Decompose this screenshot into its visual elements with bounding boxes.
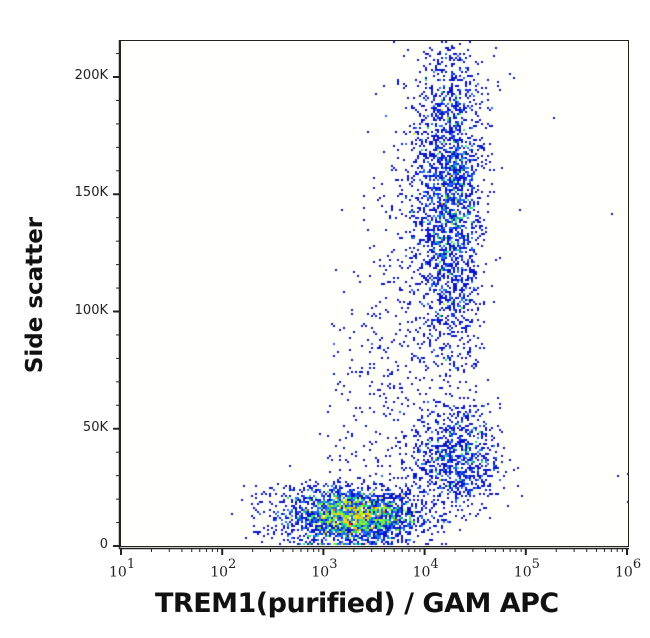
x-tick-label: 105 — [513, 557, 540, 581]
y-tick-label: 150K — [74, 185, 108, 201]
x-tick-label: 101 — [109, 557, 136, 581]
x-tick-label: 104 — [412, 557, 439, 581]
y-tick-label: 50K — [82, 419, 108, 435]
x-tick-label: 103 — [311, 557, 338, 581]
x-axis-title: TREM1(purified) / GAM APC — [155, 588, 559, 619]
y-tick-label: 100K — [74, 302, 108, 318]
y-tick-label: 200K — [74, 68, 108, 83]
x-tick-label: 102 — [210, 557, 237, 581]
y-tick-label: 0 — [99, 537, 108, 552]
plot-area — [120, 40, 629, 547]
x-tick-label: 106 — [615, 557, 642, 581]
density-dot-plot — [121, 41, 628, 546]
